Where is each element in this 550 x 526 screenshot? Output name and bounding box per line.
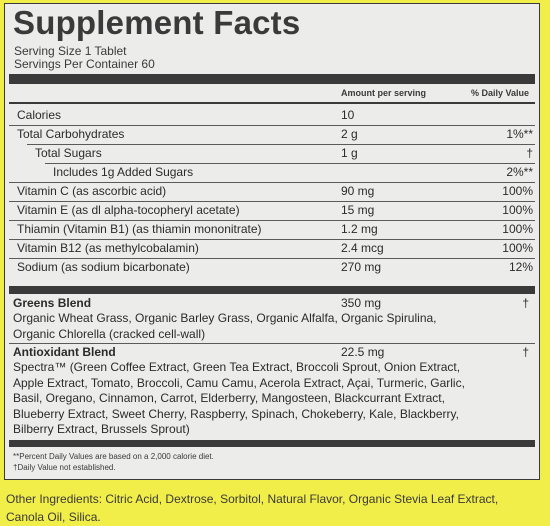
row-divider — [9, 343, 535, 344]
nutrient-name: Total Carbohydrates — [17, 127, 125, 141]
nutrient-name: Calories — [17, 108, 62, 122]
greens-blend-ingredients: Organic Wheat Grass, Organic Barley Gras… — [13, 311, 528, 342]
ingredient-line: Blueberry Extract, Sweet Cherry, Raspber… — [13, 406, 459, 421]
nutrient-amount: 1.2 mg — [341, 222, 378, 236]
row-divider — [9, 258, 535, 259]
nutrient-amount: 270 mg — [341, 260, 382, 274]
ingredient-line: Spectra™ (Green Coffee Extract, Green Te… — [13, 360, 461, 374]
nutrient-row: Sodium (as sodium bicarbonate) 270 mg 12% — [9, 259, 535, 278]
nutrient-name: Vitamin C (as ascorbic acid) — [17, 184, 167, 198]
nutrient-row: Vitamin C (as ascorbic acid) 90 mg 100% — [9, 183, 535, 202]
header-divider — [9, 102, 535, 104]
other-ingredients: Other Ingredients: Citric Acid, Dextrose… — [6, 492, 499, 524]
footnote-daily-values: **Percent Daily Values are based on a 2,… — [13, 452, 214, 461]
antioxidant-blend-ingredients: Spectra™ (Green Coffee Extract, Green Te… — [13, 360, 528, 438]
servings-per-container: Servings Per Container 60 — [14, 57, 155, 71]
nutrient-row: Thiamin (Vitamin B1) (as thiamin mononit… — [9, 221, 535, 240]
blend-divider — [9, 286, 535, 294]
row-divider — [9, 220, 535, 221]
footnote-not-established: †Daily Value not established. — [13, 463, 116, 472]
nutrient-name: Includes 1g Added Sugars — [53, 165, 194, 179]
panel-title: Supplement Facts — [13, 4, 301, 41]
nutrient-daily-value: 12% — [508, 260, 533, 274]
greens-blend-amount: 350 mg — [341, 296, 382, 310]
greens-blend-dv: † — [522, 296, 529, 310]
nutrient-name: Total Sugars — [35, 146, 102, 160]
supplement-facts-panel: Supplement Facts Serving Size 1 Tablet S… — [4, 3, 540, 480]
nutrient-amount: 2 g — [341, 127, 358, 141]
serving-size: Serving Size 1 Tablet — [14, 44, 127, 58]
row-divider — [9, 125, 535, 126]
antioxidant-blend-amount: 22.5 mg — [341, 345, 385, 359]
nutrient-name: Vitamin B12 (as methylcobalamin) — [17, 241, 199, 255]
nutrient-amount: 15 mg — [341, 203, 375, 217]
nutrient-amount: 90 mg — [341, 184, 375, 198]
row-divider — [9, 201, 535, 202]
antioxidant-blend-name: Antioxidant Blend — [13, 345, 116, 359]
nutrient-row: Includes 1g Added Sugars 2%** — [9, 164, 535, 183]
antioxidant-blend-dv: † — [522, 345, 529, 359]
nutrient-daily-value: 100% — [502, 222, 533, 236]
nutrient-amount: 10 — [341, 108, 355, 122]
ingredient-line: Basil, Oregano, Cinnamon, Carrot, Elderb… — [13, 391, 445, 405]
nutrient-amount: 1 g — [341, 146, 358, 160]
ingredient-line: Organic Wheat Grass, Organic Barley Gras… — [13, 311, 437, 325]
nutrient-row: Calories 10 — [9, 107, 535, 126]
ingredient-line: Apple Extract, Tomato, Broccoli, Camu Ca… — [13, 375, 465, 390]
nutrient-row: Total Carbohydrates 2 g 1%** — [9, 126, 535, 145]
dv-header: % Daily Value — [470, 88, 529, 98]
nutrient-daily-value: 1%** — [506, 127, 533, 141]
row-divider — [9, 182, 535, 183]
nutrient-name: Thiamin (Vitamin B1) (as thiamin mononit… — [17, 222, 262, 236]
nutrient-daily-value: 2%** — [506, 165, 533, 179]
nutrient-daily-value: 100% — [502, 241, 533, 255]
thick-divider — [9, 74, 535, 84]
nutrient-daily-value: 100% — [502, 184, 533, 198]
nutrient-amount: 2.4 mcg — [341, 241, 384, 255]
ingredient-line: Bilberry Extract, Brussels Sprout) — [13, 422, 190, 436]
nutrient-row: Vitamin B12 (as methylcobalamin) 2.4 mcg 1… — [9, 240, 535, 259]
nutrient-daily-value: 100% — [502, 203, 533, 217]
nutrient-row: Total Sugars 1 g † — [9, 145, 535, 164]
nutrient-name: Vitamin E (as dl alpha-tocopheryl acetat… — [17, 203, 240, 217]
ingredient-line: Organic Chlorella (cracked cell-wall) — [13, 326, 206, 341]
nutrient-row: Vitamin E (as dl alpha-tocopheryl acetat… — [9, 202, 535, 221]
greens-blend-name: Greens Blend — [13, 296, 92, 310]
footer-divider — [9, 440, 535, 447]
row-divider — [9, 239, 535, 240]
row-divider — [27, 144, 535, 145]
amount-header: Amount per serving — [341, 88, 427, 98]
row-divider — [45, 163, 535, 164]
nutrient-daily-value: † — [526, 146, 533, 160]
nutrient-name: Sodium (as sodium bicarbonate) — [17, 260, 190, 274]
